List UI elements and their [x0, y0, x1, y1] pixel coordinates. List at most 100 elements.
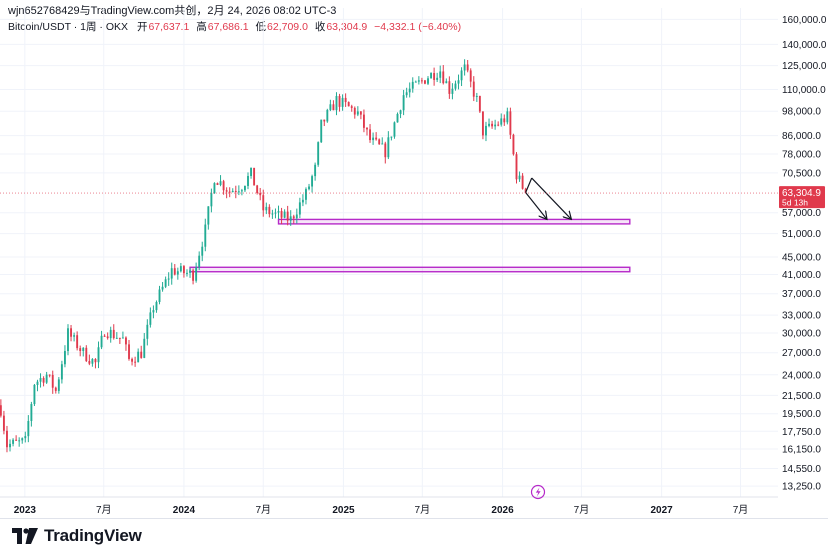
candle-up: [161, 286, 164, 290]
close-label: 收: [314, 21, 326, 33]
candle-up: [115, 337, 118, 339]
candle-down: [448, 81, 451, 94]
candle-up: [393, 122, 396, 137]
candle-up: [247, 175, 249, 186]
price-tick-label: 140,000.0: [782, 40, 827, 51]
candle-down: [353, 107, 356, 115]
candle-up: [204, 224, 207, 247]
candle-down: [469, 70, 472, 82]
time-tick-label: 2024: [173, 505, 196, 516]
candle-down: [433, 73, 436, 80]
symbol-label[interactable]: Bitcoin/USDT · 1周 · OKX: [8, 21, 129, 33]
low-label: 低: [255, 21, 267, 33]
price-tick-label: 37,000.0: [782, 289, 821, 300]
candle-up: [295, 214, 298, 219]
candle-up: [439, 71, 442, 78]
candle-down: [344, 97, 347, 103]
candle-down: [384, 143, 387, 158]
candle-up: [277, 211, 280, 213]
candle-up: [57, 379, 60, 391]
candle-up: [67, 328, 69, 352]
price-chart[interactable]: 160,000.0 140,000.0 125,000.0 110,000.0 98,0…: [0, 0, 828, 518]
candle-up: [189, 270, 191, 273]
support-zones: [189, 218, 631, 273]
candle-up: [170, 268, 173, 279]
candle-down: [48, 374, 51, 376]
candle-up: [100, 335, 103, 348]
candle-up: [494, 124, 497, 127]
projection-arrow: [531, 177, 572, 219]
candle-up: [265, 206, 268, 211]
price-tick-label: 125,000.0: [782, 61, 827, 72]
open-label: 开: [136, 21, 148, 33]
candle-up: [36, 381, 39, 385]
time-tick-label: 7月: [96, 504, 112, 516]
candle-down: [268, 206, 271, 215]
candle-up: [341, 97, 344, 107]
tradingview-logo[interactable]: TradingView: [12, 526, 142, 546]
candle-down: [420, 80, 423, 82]
candle-down: [125, 337, 127, 345]
candle-down: [512, 134, 515, 155]
candle-down: [128, 344, 130, 359]
candle-up: [82, 347, 85, 352]
candle-up: [45, 374, 48, 383]
candle-up: [63, 351, 66, 365]
candle-up: [451, 88, 454, 94]
last-price-value: 63,304.9: [782, 188, 821, 199]
candle-up: [179, 266, 182, 272]
candle-down: [378, 139, 381, 145]
candle-down: [228, 191, 231, 193]
candle-down: [6, 430, 8, 448]
candle-up: [445, 81, 448, 84]
support-zone: [189, 266, 631, 273]
candle-up: [298, 202, 301, 215]
price-tick-label: 51,000.0: [782, 229, 821, 240]
candle-up: [240, 190, 243, 192]
candle-up: [274, 212, 277, 214]
candle-down: [478, 95, 481, 112]
candle-up: [18, 440, 21, 442]
price-tick-label: 160,000.0: [782, 15, 827, 26]
candle-up: [283, 211, 286, 218]
candle-up: [97, 347, 100, 363]
candle-down: [369, 129, 371, 141]
change-value: −4,332.1 (−6.40%): [374, 21, 462, 33]
candle-up: [317, 142, 320, 165]
candle-down: [286, 211, 289, 221]
price-tick-label: 30,000.0: [782, 328, 821, 339]
time-tick-label: 2026: [491, 505, 514, 516]
candle-up: [146, 324, 149, 339]
time-tick-label: 7月: [255, 504, 271, 516]
time-tick-label: 2023: [14, 505, 37, 516]
candle-down: [472, 81, 475, 97]
candle-up: [411, 81, 414, 89]
candle-countdown: 5d 13h: [782, 198, 808, 208]
candle-up: [311, 176, 314, 187]
candle-down: [256, 185, 259, 193]
candle-up: [460, 70, 463, 81]
candle-down: [51, 374, 54, 388]
price-tick-label: 110,000.0: [782, 85, 826, 96]
last-price-tag: [779, 186, 825, 209]
candle-up: [329, 104, 332, 110]
price-tick-label: 78,000.0: [782, 149, 821, 160]
projection-arrow: [525, 177, 533, 193]
candle-down: [259, 192, 262, 196]
candle-up: [143, 338, 146, 358]
candle-up: [210, 193, 213, 207]
candle-down: [118, 337, 121, 339]
candle-up: [231, 190, 234, 193]
candle-up: [320, 119, 323, 143]
candle-down: [42, 378, 45, 383]
candle-up: [454, 83, 457, 89]
candle-up: [167, 278, 170, 280]
candle-up: [109, 329, 112, 339]
time-tick-label: 7月: [415, 504, 431, 516]
candle-down: [515, 154, 518, 180]
candle-down: [70, 328, 72, 337]
candle-up: [405, 92, 408, 96]
candle-down: [222, 181, 225, 191]
bolt-icon[interactable]: [530, 484, 546, 500]
candle-up: [27, 420, 30, 437]
